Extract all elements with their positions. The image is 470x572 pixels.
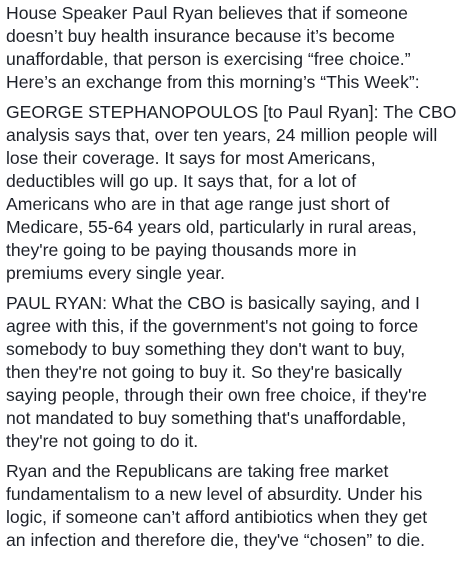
stephanopoulos-quote-paragraph: GEORGE STEPHANOPOULOS [to Paul Ryan]: Th… xyxy=(6,102,457,283)
ryan-quote-paragraph: PAUL RYAN: What the CBO is basically say… xyxy=(6,293,427,451)
commentary-paragraph: Ryan and the Republicans are taking free… xyxy=(6,461,428,550)
intro-paragraph: House Speaker Paul Ryan believes that if… xyxy=(6,3,420,92)
